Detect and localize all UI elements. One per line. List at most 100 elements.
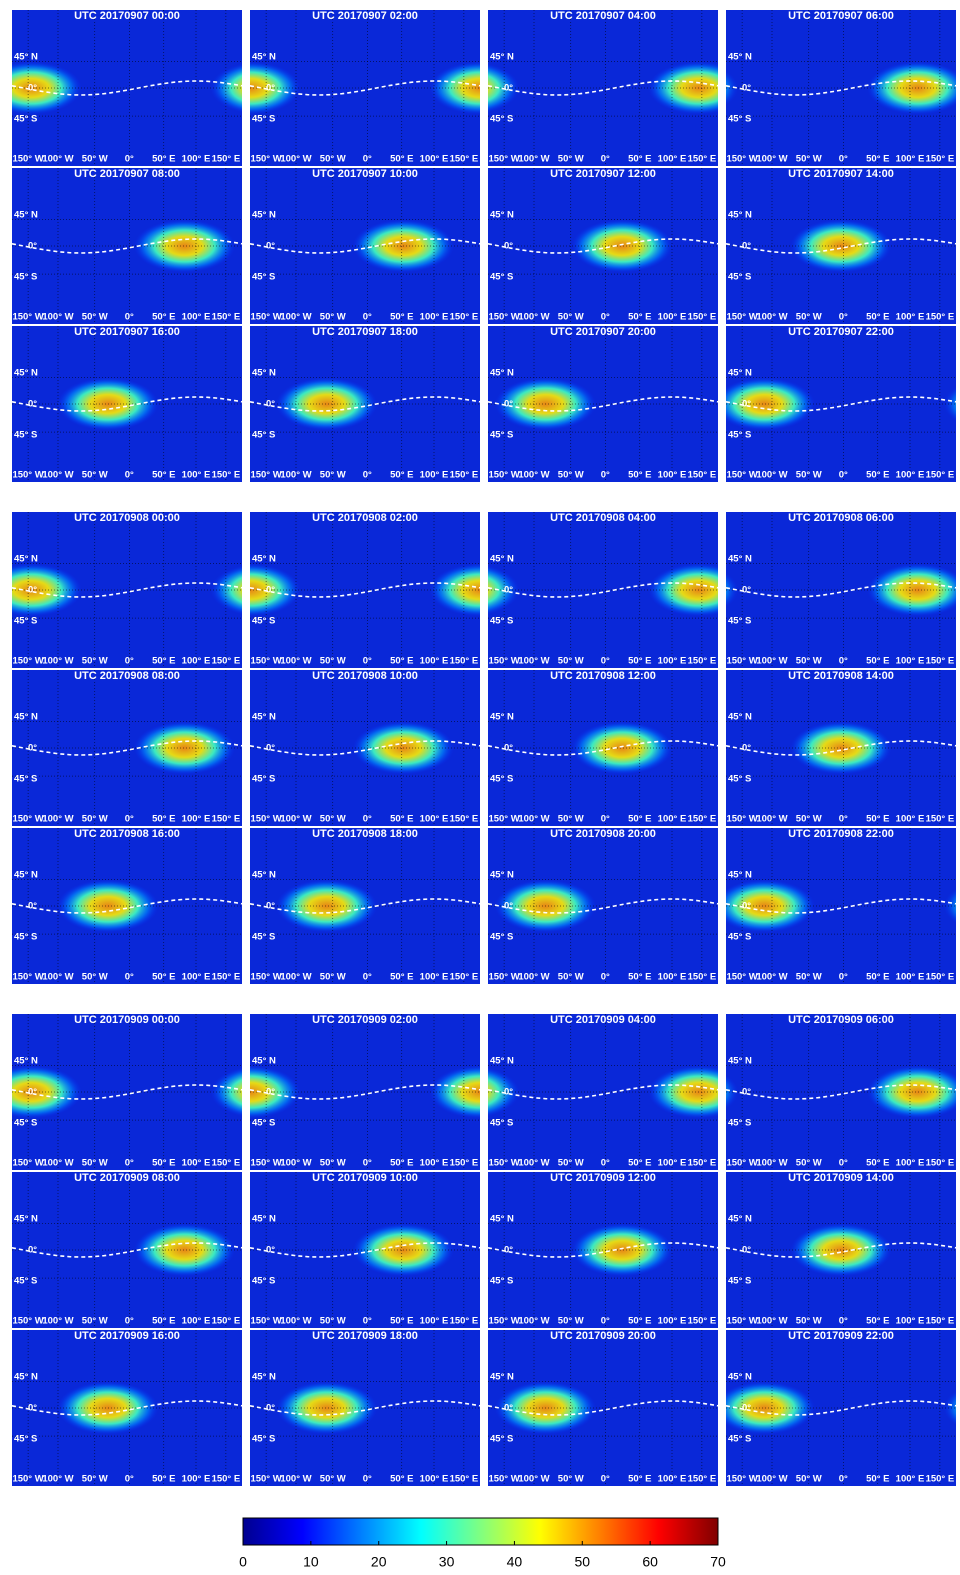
magnetic-equator [488,1084,718,1100]
longitude-label: 100° W [756,1474,787,1485]
longitude-label: 100° E [420,1158,449,1169]
panel-title: UTC 20170909 08:00 [74,1172,180,1184]
longitude-label: 50° E [866,972,889,983]
longitude-label: 100° W [756,814,787,825]
longitude-label: 150° W [726,972,757,983]
longitude-label: 50° E [390,312,413,323]
longitude-label: 150° W [250,1316,281,1327]
longitude-label: 150° E [926,1316,955,1327]
longitude-label: 100° W [280,656,311,667]
latitude-label: 45° N [14,1055,38,1066]
latitude-label: 0° [504,1403,513,1414]
longitude-label: 100° E [420,154,449,165]
longitude-label: 150° E [212,656,241,667]
latitude-label: 0° [504,399,513,410]
longitude-label: 50° E [152,154,175,165]
magnetic-equator [250,238,480,254]
latitude-label: 0° [28,743,37,754]
longitude-label: 100° W [42,1316,73,1327]
longitude-label: 50° E [390,972,413,983]
colorbar-tick-label: 0 [239,1554,247,1570]
longitude-label: 100° E [182,972,211,983]
latitude-label: 45° N [490,711,514,722]
longitude-label: 100° E [658,656,687,667]
longitude-label: 0° [839,814,848,825]
latitude-label: 45° N [14,51,38,62]
longitude-label: 150° E [926,656,955,667]
longitude-label: 100° E [182,312,211,323]
magnetic-equator [726,740,956,756]
latitude-label: 45° S [490,1434,513,1445]
panel-title: UTC 20170908 18:00 [312,828,418,840]
magnetic-equator [250,582,480,598]
longitude-label: 100° E [658,814,687,825]
latitude-label: 45° S [490,272,513,283]
panel-title: UTC 20170909 18:00 [312,1330,418,1342]
longitude-label: 150° W [12,312,43,323]
panel-title: UTC 20170907 14:00 [788,168,894,180]
longitude-label: 150° E [926,470,955,481]
panel-title: UTC 20170909 06:00 [788,1014,894,1026]
latitude-label: 0° [504,83,513,94]
longitude-label: 0° [601,814,610,825]
longitude-label: 50° W [82,154,108,165]
ionosphere-glow [276,377,378,431]
map-panel [250,670,480,826]
latitude-label: 45° S [490,1276,513,1287]
longitude-label: 150° E [688,1316,717,1327]
longitude-label: 150° E [450,1158,479,1169]
latitude-label: 45° S [14,774,37,785]
longitude-label: 150° W [488,470,519,481]
latitude-label: 45° S [490,430,513,441]
colorbar-tick-label: 10 [303,1554,319,1570]
longitude-label: 150° W [726,154,757,165]
longitude-label: 50° E [390,656,413,667]
colorbar-tick-label: 70 [710,1554,726,1570]
longitude-label: 150° E [450,972,479,983]
ionosphere-glow [0,1223,5,1276]
longitude-label: 100° W [518,470,549,481]
latitude-label: 45° S [490,774,513,785]
panel-title: UTC 20170909 00:00 [74,1014,180,1026]
map-panel [726,1014,956,1170]
longitude-label: 50° E [866,814,889,825]
longitude-label: 100° W [280,470,311,481]
longitude-label: 100° E [896,470,925,481]
longitude-label: 0° [839,1158,848,1169]
panel-title: UTC 20170907 12:00 [550,168,656,180]
longitude-label: 100° W [756,1158,787,1169]
latitude-label: 45° N [728,869,752,880]
magnetic-equator [488,1242,718,1258]
longitude-label: 50° W [320,312,346,323]
longitude-label: 150° E [212,972,241,983]
magnetic-equator [488,582,718,598]
longitude-label: 50° W [796,154,822,165]
longitude-label: 150° E [926,972,955,983]
ionosphere-glow [0,219,5,272]
longitude-label: 150° E [688,972,717,983]
latitude-label: 0° [266,585,275,596]
magnetic-equator [250,1084,480,1100]
latitude-label: 0° [266,743,275,754]
ionosphere-glow [571,721,673,775]
longitude-label: 150° W [726,470,757,481]
latitude-label: 0° [742,1245,751,1256]
panel-title: UTC 20170908 06:00 [788,512,894,524]
longitude-label: 150° W [250,470,281,481]
latitude-label: 0° [28,1087,37,1098]
magnetic-equator [250,740,480,756]
latitude-label: 45° N [14,209,38,220]
latitude-label: 45° S [252,932,275,943]
longitude-label: 100° W [280,814,311,825]
longitude-label: 150° W [250,972,281,983]
longitude-label: 150° E [212,1158,241,1169]
latitude-label: 0° [504,1087,513,1098]
longitude-label: 50° E [152,1316,175,1327]
latitude-label: 45° N [490,869,514,880]
map-panel [12,10,242,166]
longitude-label: 0° [363,154,372,165]
longitude-label: 0° [601,1158,610,1169]
longitude-label: 150° E [450,814,479,825]
magnetic-equator [12,740,242,756]
